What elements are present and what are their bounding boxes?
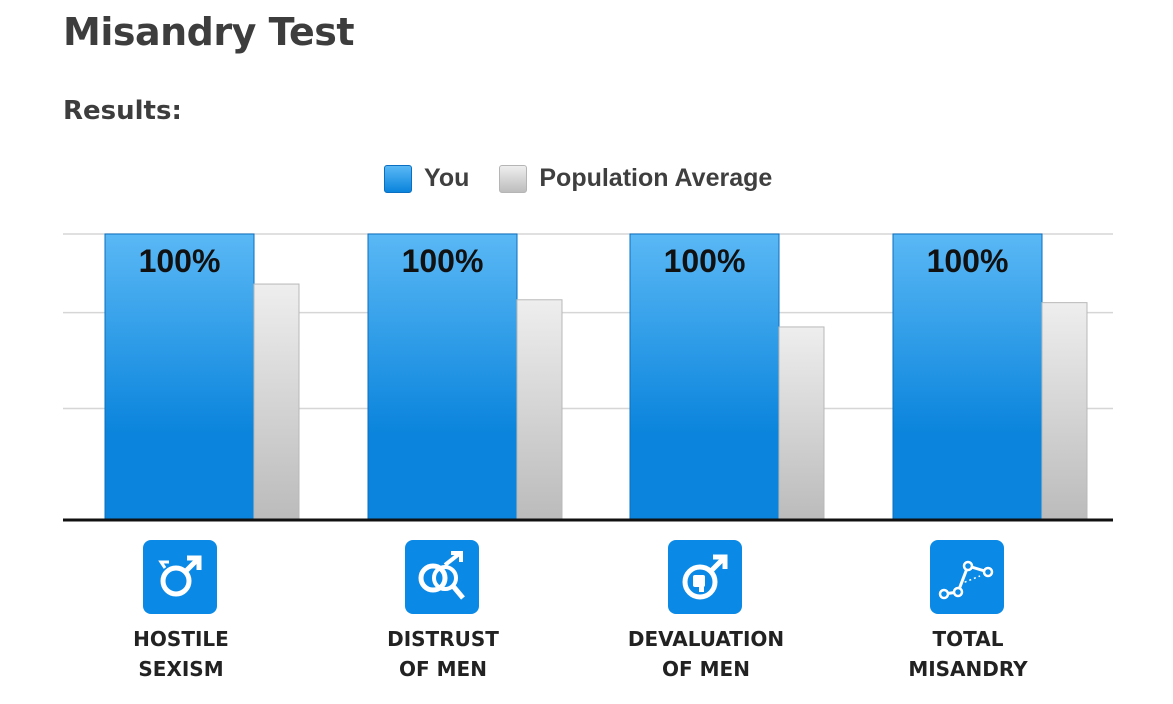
bar-population-average-0 xyxy=(253,283,300,521)
category-label-total-misandry: TOTAL MISANDRY xyxy=(908,627,1028,681)
bar-you-2 xyxy=(629,233,780,521)
page-title: Misandry Test xyxy=(63,10,355,54)
legend-label-you: You xyxy=(424,164,470,192)
legend-item-you: You xyxy=(384,164,469,193)
category-label-distrust-of-men: DISTRUST OF MEN xyxy=(387,627,499,681)
chart-legend: You Population Average xyxy=(384,164,802,193)
legend-item-population-average: Population Average xyxy=(499,164,772,193)
data-label-you-2: 100% xyxy=(664,243,746,279)
data-label-you-3: 100% xyxy=(927,243,1009,279)
legend-label-population-average: Population Average xyxy=(539,164,773,192)
bar-population-average-3 xyxy=(1041,302,1088,521)
data-label-you-1: 100% xyxy=(402,243,484,279)
male-symbol-thumbs-down-icon xyxy=(668,540,742,614)
legend-swatch-population-average xyxy=(499,164,528,193)
bar-you-0 xyxy=(104,233,255,521)
results-heading: Results: xyxy=(63,96,182,126)
category-label-devaluation-of-men: DEVALUATION OF MEN xyxy=(627,627,785,681)
bar-population-average-2 xyxy=(778,326,825,521)
bar-you-1 xyxy=(367,233,518,521)
legend-swatch-you xyxy=(384,164,412,193)
line-graph-icon xyxy=(930,540,1004,614)
data-label-you-0: 100% xyxy=(139,243,221,279)
male-symbol-magnifier-icon xyxy=(405,540,479,614)
male-symbol-icon xyxy=(143,540,217,614)
bar-population-average-1 xyxy=(516,299,563,521)
category-label-hostile-sexism: HOSTILE SEXISM xyxy=(133,627,229,681)
bar-you-3 xyxy=(892,233,1043,521)
